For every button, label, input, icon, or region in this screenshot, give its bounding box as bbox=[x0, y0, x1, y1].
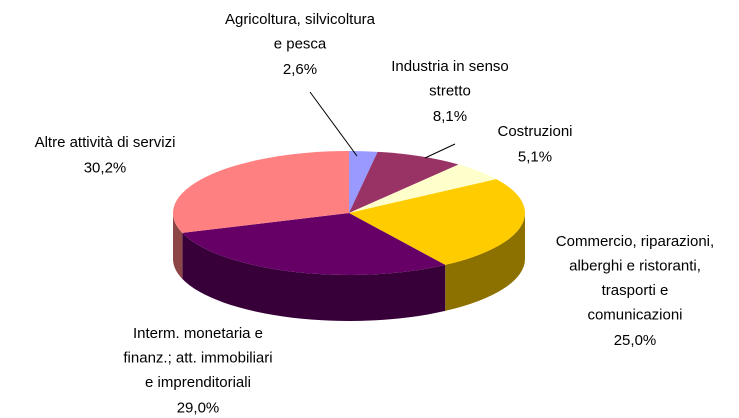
value-label: 30,2% bbox=[84, 159, 127, 176]
value-label: 5,1% bbox=[518, 148, 552, 165]
pie-slice bbox=[172, 151, 349, 233]
slice-label: Costruzioni bbox=[497, 123, 572, 140]
slice-label: stretto bbox=[429, 82, 471, 99]
slice-label: e pesca bbox=[274, 35, 327, 52]
pie-slice bbox=[349, 179, 525, 265]
slice-label: comunicazioni bbox=[587, 306, 682, 323]
pie-slice bbox=[349, 151, 378, 213]
leader-line bbox=[309, 91, 358, 157]
value-label: 8,1% bbox=[433, 108, 467, 125]
value-label: 29,0% bbox=[177, 399, 220, 416]
pie-slice bbox=[349, 151, 459, 213]
slice-label: trasporti e bbox=[602, 282, 669, 299]
pie-slice bbox=[349, 164, 497, 213]
pie-side bbox=[173, 213, 183, 279]
slice-label: Altre attività di servizi bbox=[35, 134, 176, 151]
slice-label: Industria in senso bbox=[391, 58, 509, 75]
value-label: 25,0% bbox=[614, 332, 657, 349]
slice-label: alberghi e ristoranti, bbox=[569, 257, 701, 274]
pie-side bbox=[445, 213, 525, 311]
slice-label: Interm. monetaria e bbox=[133, 325, 263, 342]
pie-side bbox=[182, 232, 446, 321]
leader-line bbox=[424, 143, 456, 159]
slice-label: finanz.; att. immobiliari bbox=[123, 349, 272, 366]
slice-label: Commercio, riparazioni, bbox=[556, 233, 714, 250]
pie bbox=[172, 151, 525, 321]
slice-label: e imprenditoriali bbox=[145, 374, 251, 391]
slice-label: Agricoltura, silvicoltura bbox=[225, 11, 376, 28]
pie-slice bbox=[182, 213, 446, 275]
value-label: 2,6% bbox=[283, 61, 317, 78]
